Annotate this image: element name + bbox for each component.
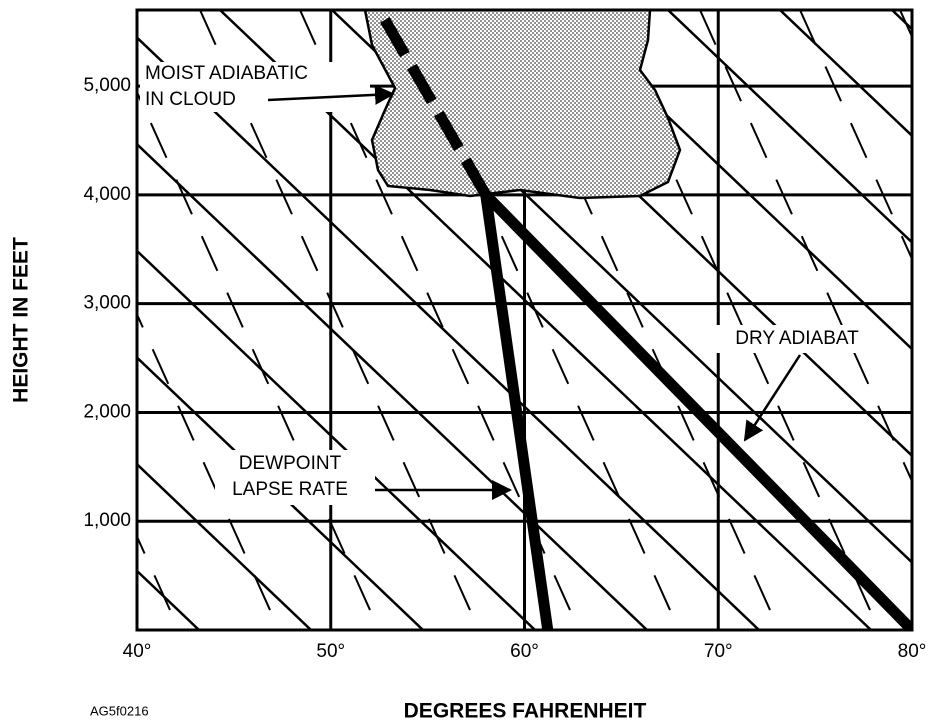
annotation: MOIST ADIABATIC bbox=[145, 63, 308, 84]
hatch-line bbox=[137, 462, 313, 630]
x-tick-label: 70° bbox=[704, 641, 733, 662]
hatch-dash bbox=[199, 10, 481, 630]
lapse-line bbox=[480, 194, 554, 630]
hatch-dash bbox=[137, 534, 181, 630]
y-axis-title: HEIGHT IN FEET bbox=[10, 237, 33, 403]
hatch-dash bbox=[399, 10, 681, 630]
label-bg bbox=[140, 62, 370, 112]
x-tick-label: 40° bbox=[123, 641, 152, 662]
arrow bbox=[267, 84, 395, 105]
y-tick-label: 3,000 bbox=[83, 293, 131, 314]
hatch-dash bbox=[499, 10, 781, 630]
hatch-dash bbox=[137, 312, 281, 630]
y-tick-label: 5,000 bbox=[83, 75, 131, 96]
hatch-line bbox=[667, 10, 912, 245]
annotation: DEWPOINT bbox=[239, 453, 342, 474]
hatch-line bbox=[779, 10, 912, 138]
annotation: LAPSE RATE bbox=[232, 479, 348, 500]
label-bg bbox=[215, 450, 375, 505]
y-tick-label: 1,000 bbox=[83, 510, 131, 531]
hatch-line bbox=[137, 249, 537, 630]
x-tick-label: 80° bbox=[898, 641, 927, 662]
plot-frame bbox=[135, 8, 914, 632]
lapse-lines bbox=[374, 10, 912, 630]
hatch-line bbox=[137, 35, 761, 630]
figure-code: AG5f0216 bbox=[90, 703, 149, 718]
annotation: IN CLOUD bbox=[145, 89, 236, 110]
hatch-dash bbox=[599, 10, 881, 630]
x-axis-title: DEGREES FAHRENHEIT bbox=[404, 700, 647, 723]
lapse-line bbox=[481, 191, 912, 630]
hatch-dash bbox=[137, 89, 381, 630]
y-tick-label: 4,000 bbox=[83, 184, 131, 205]
x-tick-label: 50° bbox=[316, 641, 345, 662]
arrow bbox=[743, 354, 802, 442]
lapse-line bbox=[374, 10, 491, 198]
x-tick-label: 60° bbox=[510, 641, 539, 662]
label-bg bbox=[710, 325, 885, 353]
cloud bbox=[363, 8, 682, 200]
labels: MOIST ADIABATIC IN CLOUD DEWPOINT LAPSE … bbox=[10, 62, 927, 723]
annotation: DRY ADIABAT bbox=[735, 328, 859, 349]
y-tick-label: 2,000 bbox=[83, 401, 131, 422]
